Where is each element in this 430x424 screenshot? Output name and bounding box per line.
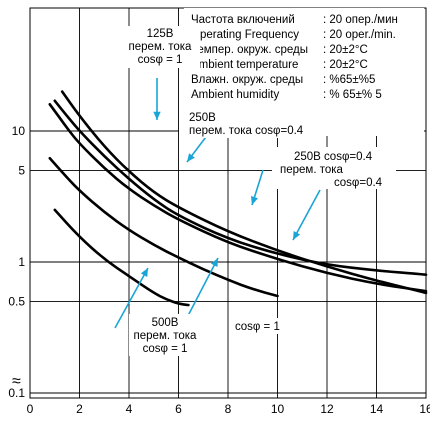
series-line bbox=[60, 90, 428, 295]
x-tick-label: 6 bbox=[175, 402, 182, 416]
y-tick-label: 10 bbox=[12, 124, 26, 138]
condition-label: Частота включений bbox=[191, 14, 295, 26]
annotation-background bbox=[118, 26, 200, 68]
x-tick-label: 0 bbox=[27, 402, 34, 416]
series-line bbox=[48, 156, 279, 298]
x-tick-label: 8 bbox=[225, 402, 232, 416]
pointer-arrow bbox=[292, 189, 321, 241]
pointer-arrowhead bbox=[187, 153, 195, 162]
condition-label: Operating Frequency bbox=[191, 29, 299, 41]
condition-label: Ambient temperature bbox=[191, 59, 298, 71]
annotation-background bbox=[229, 318, 293, 334]
y-tick-label: 0.5 bbox=[8, 294, 25, 308]
x-tick-label: 2 bbox=[76, 402, 83, 416]
x-tick-label: 16 bbox=[419, 402, 430, 416]
y-tick-label: 1 bbox=[18, 255, 25, 269]
condition-label: Темпер. окруж. среды bbox=[191, 44, 308, 56]
pointer-arrowhead bbox=[153, 111, 161, 120]
condition-value: : 20±2°C bbox=[323, 59, 368, 71]
condition-value: : 20 опер./мин bbox=[323, 14, 398, 26]
annotation-text: перем. тока bbox=[129, 41, 193, 53]
series-line bbox=[53, 99, 428, 276]
annotation-text: 500B bbox=[152, 317, 179, 329]
x-tick-label: 4 bbox=[126, 402, 133, 416]
axis-break-symbol: ≈ bbox=[12, 373, 21, 390]
labels: Частота включений : 20 опер./мин Operating… bbox=[118, 8, 424, 356]
pointer-arrowhead bbox=[140, 268, 148, 277]
x-tick-label: 12 bbox=[320, 402, 334, 416]
y-tick-label: 5 bbox=[18, 163, 25, 177]
curves bbox=[48, 90, 428, 307]
pointer-arrowhead bbox=[210, 258, 218, 267]
pointer-arrow bbox=[114, 267, 149, 329]
annotation-text: перем. тока bbox=[280, 164, 344, 176]
pointer-arrowhead bbox=[250, 196, 258, 205]
annotation-text: перем. тока cosφ=0.4 bbox=[189, 125, 304, 137]
annotation-text: cosφ = 1 bbox=[138, 54, 183, 66]
annotation-text: перем. тока bbox=[134, 330, 198, 342]
pointer-arrowhead bbox=[293, 231, 301, 240]
x-tick-label: 10 bbox=[271, 402, 285, 416]
annotation-text: 250B bbox=[189, 112, 216, 124]
y-tick-label: 0.1 bbox=[8, 386, 25, 400]
condition-value: : 20 oper./min. bbox=[323, 29, 396, 41]
condition-label: Ambient humidity bbox=[191, 89, 279, 101]
annotation-text: cosφ=0.4 bbox=[334, 177, 383, 189]
annotation-background bbox=[129, 314, 201, 356]
condition-value: : 20±2°C bbox=[323, 44, 368, 56]
condition-value: : % 65±% 5 bbox=[323, 89, 382, 101]
series-line bbox=[53, 208, 190, 307]
annotation-background bbox=[179, 110, 311, 138]
annotation-background bbox=[272, 147, 396, 189]
condition-label: Влажн. окруж. среды bbox=[191, 74, 303, 86]
series-line bbox=[48, 103, 428, 293]
annotation-text: cosφ = 1 bbox=[143, 343, 188, 355]
annotation-text: 125B bbox=[147, 28, 174, 40]
x-tick-label: 14 bbox=[370, 402, 384, 416]
annotation-text: cosφ = 1 bbox=[235, 321, 280, 333]
annotation-text: 250B cosφ=0.4 bbox=[294, 151, 373, 163]
condition-value: : %65±%5 bbox=[323, 74, 375, 86]
